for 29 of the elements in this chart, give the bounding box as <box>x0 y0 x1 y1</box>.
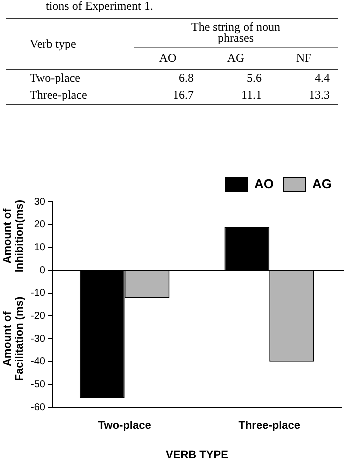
y-tick-label: 10 <box>34 242 46 254</box>
y-axis-title: Amount of Facilitation (ms) <box>2 296 26 382</box>
y-tick-label: -20 <box>31 310 46 322</box>
data-label: 13.3 <box>308 87 331 104</box>
legend-label: AG <box>312 176 332 192</box>
data-label: 5.6 <box>246 70 263 87</box>
y-axis-title: Verb type <box>29 36 78 53</box>
x-axis-title: VERB TYPE <box>166 449 228 462</box>
y-tick-label: 30 <box>34 196 46 208</box>
data-label: 11.1 <box>240 87 263 104</box>
legend-label: AO <box>254 176 274 192</box>
data-label: 16.7 <box>172 87 195 104</box>
y-tick-label: -50 <box>31 380 46 391</box>
text: Amount of Inhibition(ms) <box>2 200 26 273</box>
x-axis-title: The string of noun phrases <box>134 18 338 48</box>
y-tick-label: -60 <box>31 402 46 414</box>
data-label: 6.8 <box>178 70 195 87</box>
chart-title: tions of Experiment 1. <box>45 0 154 14</box>
y-tick-label: -10 <box>31 288 46 300</box>
x-tick-label: AO <box>158 50 178 67</box>
y-tick-label: Three-place <box>29 87 88 104</box>
y-tick-label: -30 <box>31 334 46 345</box>
y-tick-label: Two-place <box>29 70 82 87</box>
y-tick-label: 0 <box>40 265 46 276</box>
x-tick-label: NF <box>295 50 313 67</box>
data-label: 4.4 <box>314 70 331 87</box>
x-tick-label: AG <box>226 50 246 67</box>
y-tick-label: -40 <box>31 356 46 368</box>
y-tick-label: 20 <box>34 220 46 231</box>
